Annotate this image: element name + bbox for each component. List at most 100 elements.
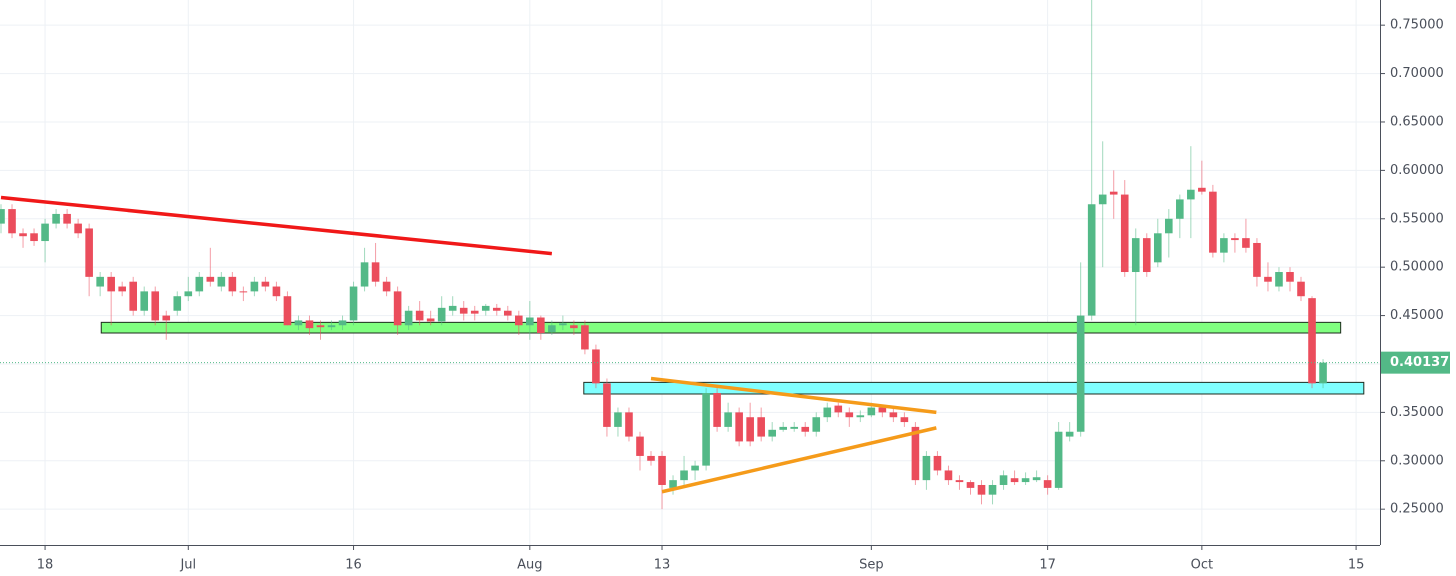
x-tick-label: Oct	[1191, 558, 1213, 573]
candle-body	[1142, 238, 1151, 273]
x-tick-label: 13	[654, 558, 671, 573]
candle-body	[1076, 315, 1085, 432]
candle-body	[812, 417, 821, 432]
candle-body	[0, 209, 5, 224]
candle-body	[966, 482, 975, 488]
candle-body	[129, 281, 138, 311]
candle-body	[889, 412, 898, 418]
candle-body	[735, 412, 743, 442]
x-tick-label: 15	[1348, 558, 1365, 573]
candle-body	[371, 262, 380, 282]
y-tick-label: 0.60000	[1390, 163, 1444, 178]
candle-body	[437, 307, 446, 322]
candle-body	[1220, 238, 1228, 253]
trend-line	[650, 376, 937, 415]
candle-body	[1209, 191, 1217, 253]
candle-body	[404, 310, 413, 326]
candle-body	[823, 407, 832, 418]
candle-body	[1264, 276, 1272, 282]
candle-body	[801, 426, 810, 432]
candle-body	[592, 349, 600, 384]
candle-body	[118, 286, 126, 292]
candle-body	[393, 291, 402, 326]
candle-body	[757, 417, 765, 437]
candle-body	[647, 455, 655, 461]
candle-body	[1153, 233, 1162, 263]
candle-body	[85, 228, 93, 277]
candle-body	[768, 429, 776, 437]
candle-body	[305, 320, 314, 329]
candle-body	[944, 470, 953, 481]
candle-body	[977, 484, 986, 495]
candle-body	[878, 407, 887, 413]
candle-body	[625, 412, 633, 437]
y-tick-label: 0.25000	[1390, 502, 1444, 517]
candle-body	[261, 281, 270, 287]
candle-body	[790, 426, 799, 429]
candle-body	[173, 296, 182, 311]
candle-body	[316, 325, 325, 328]
candle-body	[746, 417, 754, 442]
candle-body	[63, 213, 71, 224]
candle-body	[19, 233, 27, 237]
candle-body	[195, 276, 204, 292]
candle-body	[426, 318, 435, 322]
candle-body	[834, 405, 843, 413]
candle-body	[492, 307, 501, 311]
x-tick-label: Aug	[517, 558, 542, 573]
candle-body	[1198, 187, 1206, 192]
candle-body	[448, 305, 457, 311]
candle-body	[581, 325, 589, 350]
candle-body	[691, 465, 699, 471]
candle-body	[206, 276, 215, 282]
candle-body	[559, 323, 567, 326]
y-tick-label: 0.50000	[1390, 260, 1444, 275]
candle-body	[184, 291, 193, 297]
candle-body	[1286, 272, 1294, 282]
candle-body	[107, 276, 115, 292]
y-tick-label: 0.45000	[1390, 308, 1444, 323]
candle-body	[680, 470, 688, 481]
candle-body	[669, 480, 677, 488]
y-tick-label: 0.35000	[1390, 405, 1444, 420]
candle-body	[570, 325, 578, 329]
candle-body	[228, 276, 237, 292]
x-tick-label: 18	[37, 558, 54, 573]
candle-body	[1297, 281, 1305, 297]
candle-body	[1308, 298, 1316, 384]
candle-body	[294, 320, 303, 326]
y-tick-label: 0.30000	[1390, 453, 1444, 468]
candle-body	[30, 233, 38, 242]
x-tick-label: 17	[1039, 558, 1056, 573]
candle-body	[1065, 431, 1074, 437]
support-zone	[100, 321, 1342, 334]
candle-body	[867, 407, 876, 416]
candle-body	[1098, 194, 1107, 205]
candle-body	[283, 296, 292, 326]
trend-line	[0, 195, 553, 256]
candle-body	[1087, 204, 1096, 316]
candle-body	[1120, 194, 1129, 273]
candle-body	[349, 286, 358, 321]
plot-area	[0, 0, 1380, 510]
candle-body	[1021, 478, 1030, 483]
candle-body	[900, 417, 909, 423]
candle-body	[8, 209, 16, 234]
candle-body	[52, 213, 60, 224]
candle-body	[988, 484, 997, 495]
candle-body	[272, 286, 281, 297]
candle-body	[1010, 478, 1019, 483]
candle-body	[845, 412, 854, 418]
candle-body	[96, 276, 104, 287]
y-tick-label: 0.55000	[1390, 211, 1444, 226]
candle-body	[514, 315, 523, 326]
candle-body	[911, 426, 920, 481]
x-tick-label: 16	[345, 558, 362, 573]
candle-body	[459, 307, 468, 314]
last-price-badge	[1381, 351, 1450, 374]
candle-body	[503, 310, 512, 316]
y-tick-label: 0.65000	[1390, 114, 1444, 129]
last-price-label: 0.40137	[1390, 355, 1449, 370]
candle-body	[239, 291, 248, 293]
